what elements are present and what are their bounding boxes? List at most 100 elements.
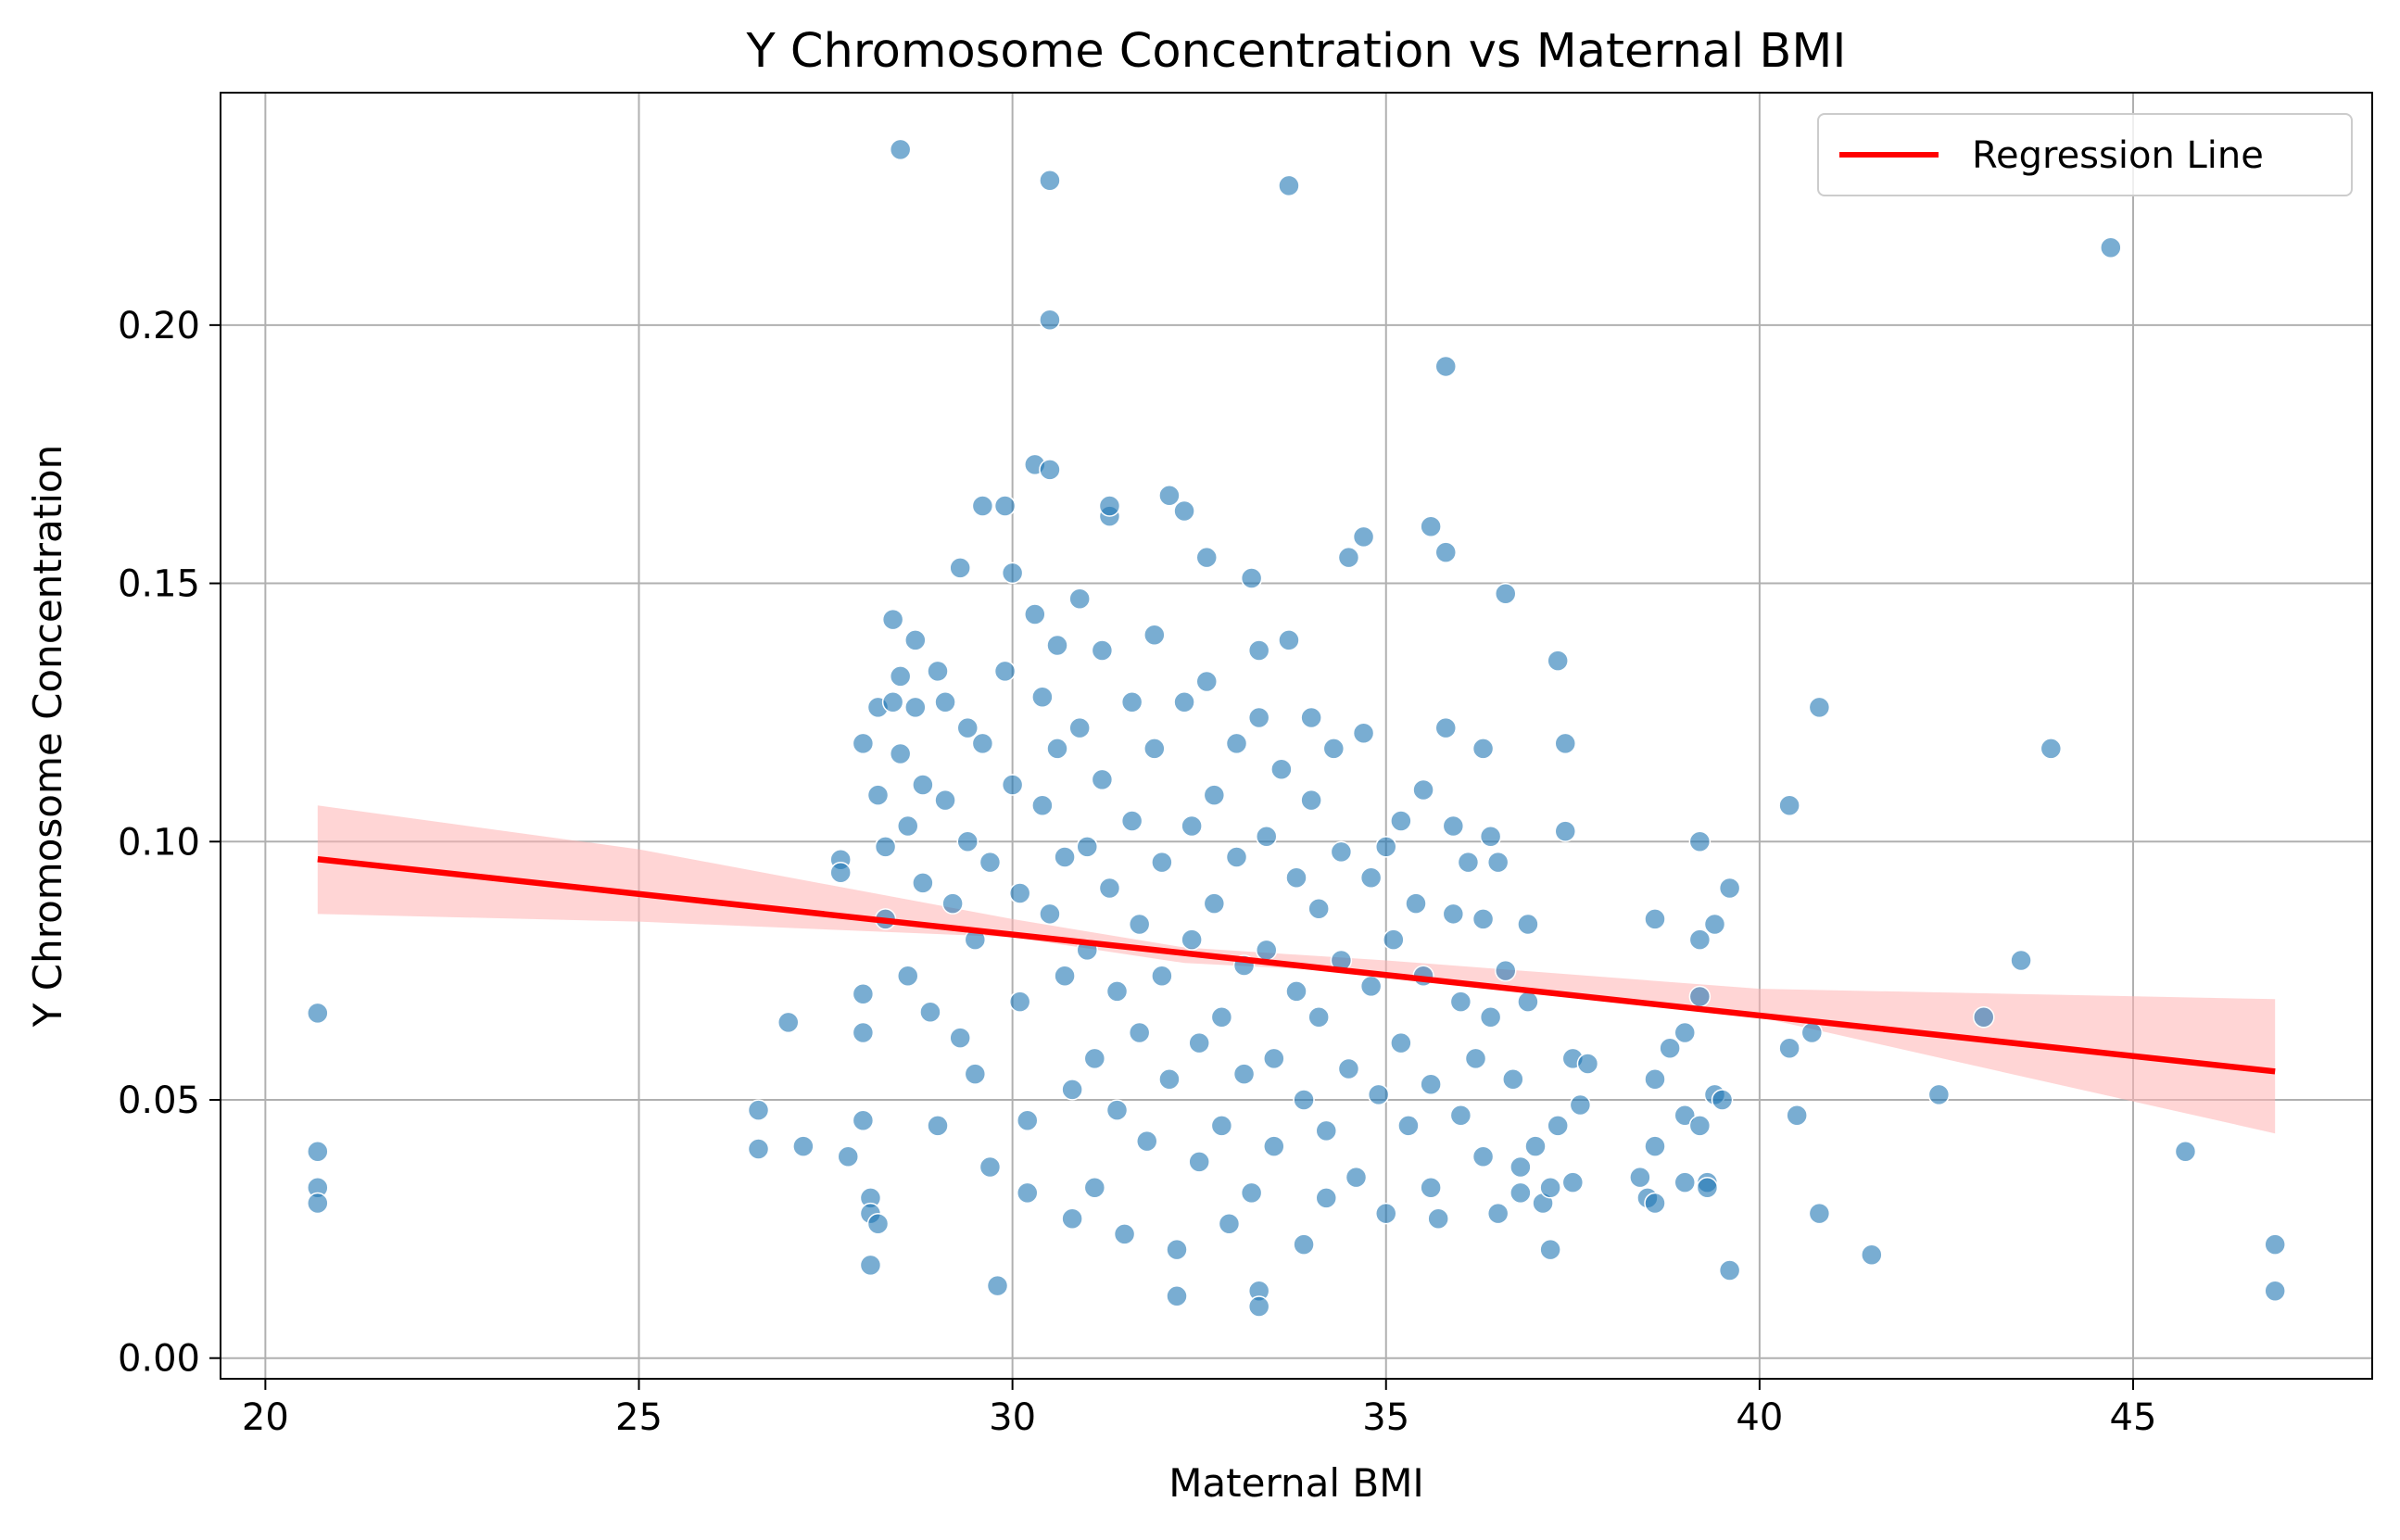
chart-title: Y Chromosome Concentration vs Maternal B… [746, 24, 1847, 79]
data-point [1240, 567, 1263, 589]
data-point [1278, 629, 1300, 651]
data-point [1225, 846, 1248, 868]
data-point [852, 1021, 875, 1044]
data-point [1486, 851, 1509, 874]
data-point [1778, 794, 1800, 817]
data-point [2100, 236, 2122, 259]
data-point [1046, 738, 1068, 760]
data-point [1151, 965, 1173, 987]
data-point [1688, 830, 1712, 853]
data-point [1278, 174, 1300, 197]
confidence-band [317, 805, 2276, 1134]
data-point [1674, 1171, 1696, 1193]
data-point [1076, 836, 1098, 858]
data-point [889, 138, 912, 161]
data-point [889, 742, 912, 765]
data-point [1307, 1006, 1330, 1029]
data-point [934, 691, 956, 713]
data-point [1539, 1238, 1561, 1261]
data-point [1203, 892, 1226, 915]
data-point [1337, 546, 1360, 569]
data-point [1486, 1202, 1509, 1225]
data-point [1039, 459, 1061, 481]
data-point [1263, 1135, 1285, 1157]
data-point [1405, 892, 1427, 915]
data-point [829, 861, 852, 884]
data-point [1173, 499, 1195, 523]
data-point [1181, 814, 1203, 838]
confidence-band-layer [317, 805, 2276, 1134]
data-point [747, 1138, 770, 1160]
data-point [1718, 877, 1741, 900]
data-point [1659, 1037, 1681, 1059]
data-point [1039, 309, 1061, 332]
data-point [1061, 1207, 1083, 1230]
data-point [1576, 1053, 1599, 1075]
data-point [897, 965, 919, 987]
data-point [1054, 965, 1076, 987]
data-point [1554, 732, 1576, 755]
data-point [1786, 1104, 1808, 1127]
data-point [1240, 1181, 1263, 1205]
data-point [1166, 1238, 1188, 1261]
data-point [866, 1213, 890, 1235]
data-point [1688, 1115, 1712, 1137]
data-point [1434, 716, 1457, 739]
data-point [1136, 1130, 1158, 1153]
data-point [1024, 603, 1046, 625]
plot-frame [220, 92, 2373, 1380]
data-point [949, 1027, 971, 1049]
data-point [1359, 975, 1383, 998]
data-point [1315, 1187, 1337, 1209]
regression-line [317, 855, 2276, 1075]
y-axis-label: Y Chromosome Concentration [25, 445, 70, 1028]
data-point [1688, 928, 1712, 951]
data-point [1390, 810, 1412, 832]
data-point [927, 660, 949, 683]
data-point [1017, 1109, 1039, 1132]
data-point [1375, 1202, 1397, 1225]
data-point [1158, 1067, 1181, 1091]
data-point [1509, 1155, 1532, 1179]
data-point [1232, 1063, 1256, 1085]
data-point [1569, 1093, 1592, 1117]
data-point [837, 1145, 859, 1168]
x-tick-label: 40 [1736, 1396, 1783, 1439]
data-point [1359, 866, 1383, 890]
data-point [1300, 706, 1322, 729]
data-point [1457, 851, 1480, 874]
data-point [1270, 758, 1293, 780]
data-point [919, 1001, 941, 1023]
data-point [1517, 991, 1539, 1013]
data-point [1479, 825, 1502, 848]
data-point [1539, 1177, 1561, 1199]
data-point [1495, 959, 1517, 982]
x-tick-label: 30 [989, 1396, 1036, 1439]
data-point [956, 830, 979, 853]
data-point [1218, 1213, 1241, 1235]
data-points [307, 138, 2286, 1318]
x-tick-label: 35 [1362, 1396, 1409, 1439]
data-point [1427, 1207, 1449, 1230]
data-point [1247, 706, 1270, 729]
data-point [2040, 738, 2063, 760]
data-point [1315, 1119, 1337, 1142]
data-point [1143, 624, 1166, 647]
y-tick-label: 0.10 [118, 821, 200, 864]
data-point [2264, 1233, 2286, 1256]
data-point [1285, 980, 1307, 1003]
data-point [1256, 939, 1278, 962]
x-tick-label: 45 [2110, 1396, 2157, 1439]
data-point [1120, 691, 1143, 713]
data-point [747, 1099, 770, 1121]
data-point [1629, 1166, 1651, 1189]
y-tick-label: 0.15 [118, 563, 200, 606]
data-point [1017, 1181, 1039, 1205]
data-point [1105, 980, 1129, 1003]
data-point [1449, 1104, 1472, 1127]
data-point [1181, 928, 1203, 951]
data-point [1644, 1067, 1666, 1091]
x-axis-label: Maternal BMI [1168, 1460, 1424, 1506]
data-point [1143, 738, 1166, 760]
